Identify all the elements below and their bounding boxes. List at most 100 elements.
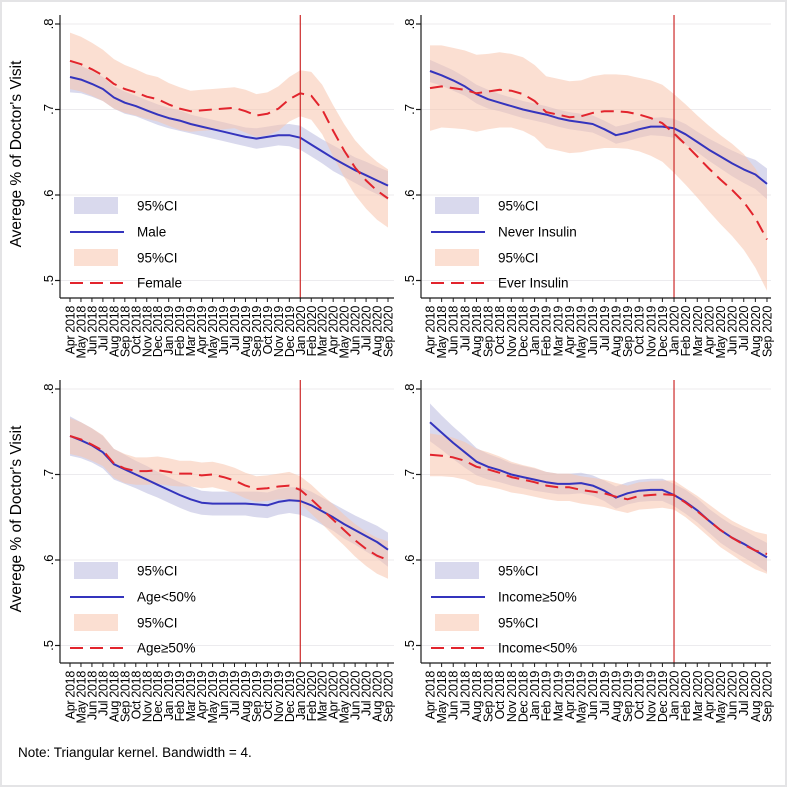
x-tick-label: Apr 2018 (424, 671, 438, 720)
x-tick-label: Jul 2020 (360, 306, 374, 351)
x-tick-label: Oct 2019 (633, 306, 647, 355)
x-tick-label: Feb 2020 (679, 671, 693, 722)
x-tick-label: Nov 2018 (505, 306, 519, 357)
y-axis-title: Averege % of Doctor's Visit (8, 425, 25, 612)
x-tick-label: Jun 2018 (85, 306, 99, 355)
x-tick-label: Jun 2018 (85, 671, 99, 720)
legend: 95%CI Age<50% 95%CI Age≥50% (70, 562, 196, 656)
x-tick-label: Dec 2018 (151, 306, 165, 357)
x-tick-label: Sep 2020 (760, 671, 774, 722)
x-tick-label: Oct 2019 (261, 671, 275, 720)
x-tick-label: Aug 2020 (749, 671, 763, 722)
x-tick-label: Nov 2019 (644, 671, 658, 722)
x-tick-label: Apr 2019 (563, 671, 577, 720)
x-tick-label: Jul 2019 (598, 671, 612, 716)
x-tick-label: Sep 2019 (621, 671, 635, 722)
x-tick-label: Dec 2018 (516, 671, 530, 722)
legend-swatch-band (435, 197, 479, 214)
x-tick-label: Apr 2018 (64, 306, 78, 355)
y-tick-label: .5 (41, 275, 56, 286)
x-tick-label: May 2019 (575, 671, 589, 724)
series-line-red (429, 85, 768, 240)
x-tick-label: May 2020 (714, 671, 728, 724)
legend-label: 95%CI (137, 564, 178, 579)
x-tick-label: Jul 2018 (96, 671, 110, 716)
x-tick-label: Jun 2018 (447, 671, 461, 720)
y-tick-label: .6 (41, 190, 56, 201)
x-tick-label: May 2018 (74, 306, 88, 359)
x-tick-label: Mar 2020 (316, 671, 330, 722)
series-line-blue (429, 70, 768, 185)
legend-swatch-band (74, 562, 118, 579)
x-tick-label: May 2019 (206, 306, 220, 359)
x-tick-label: Jun 2019 (217, 671, 231, 720)
x-tick-label: Apr 2019 (563, 306, 577, 355)
y-tick-label: .8 (402, 19, 417, 30)
x-tick-label: Jun 2020 (726, 306, 740, 355)
x-tick-label: Oct 2019 (261, 306, 275, 355)
legend: 95%CI Never Insulin 95%CI Ever Insulin (431, 197, 577, 291)
x-tick-label: Aug 2020 (749, 306, 763, 357)
x-tick-label: Apr 2018 (64, 671, 78, 720)
x-tick-label: Jan 2020 (294, 306, 308, 355)
x-tick-label: Nov 2019 (272, 671, 286, 722)
series-line-red (69, 59, 389, 200)
legend-label: 95%CI (498, 564, 539, 579)
legend: 95%CI Income≥50% 95%CI Income<50% (431, 562, 577, 656)
x-tick-label: Sep 2019 (250, 671, 264, 722)
x-tick-label: Mar 2019 (184, 671, 198, 722)
legend-label: Age≥50% (137, 641, 195, 656)
ci-band-red (430, 433, 767, 574)
x-tick-label: Feb 2020 (679, 306, 693, 357)
x-tick-label: Jun 2019 (217, 306, 231, 355)
axes: .5 .6 .7 .8 (41, 380, 394, 664)
x-tick-label: Mar 2020 (691, 671, 705, 722)
legend-label: Income<50% (498, 641, 577, 656)
y-tick-label: .7 (41, 469, 56, 480)
x-tick-label: Jul 2020 (737, 671, 751, 716)
x-tick-label: Oct 2019 (633, 671, 647, 720)
ci-band-blue (70, 61, 388, 201)
x-tick-label: Jun 2020 (349, 671, 363, 720)
x-tick-label: Apr 2020 (327, 671, 341, 720)
x-tick-label: Jan 2020 (668, 671, 682, 720)
x-tick-label: Jul 2020 (737, 306, 751, 351)
x-tick-label: Mar 2020 (691, 306, 705, 357)
x-tick-label: Sep 2020 (382, 306, 396, 357)
y-axis-title: Averege % of Doctor's Visit (8, 60, 25, 247)
y-tick-label: .5 (402, 640, 417, 651)
x-tick-label: May 2018 (74, 671, 88, 724)
legend-label: 95%CI (498, 616, 539, 631)
y-tick-label: .7 (402, 469, 417, 480)
legend-label: 95%CI (137, 251, 178, 266)
x-tick-label: Oct 2018 (129, 671, 143, 720)
ci-band-red (70, 418, 388, 579)
legend-label: Income≥50% (498, 590, 577, 605)
y-tick-label: .5 (402, 275, 417, 286)
x-tick-label: Aug 2019 (239, 306, 253, 357)
axes: .5 .6 .7 .8 (41, 15, 394, 299)
x-tick-label: Dec 2019 (283, 306, 297, 357)
legend-label: Ever Insulin (498, 276, 569, 291)
x-tick-label: Feb 2020 (305, 671, 319, 722)
legend: 95%CI Male 95%CI Female (70, 197, 182, 291)
legend-swatch-band (74, 614, 118, 631)
legend-label: Age<50% (137, 590, 196, 605)
x-tick-label: Jan 2020 (294, 671, 308, 720)
x-tick-label: Aug 2018 (107, 671, 121, 722)
y-tick-label: .8 (41, 384, 56, 395)
y-tick-label: .5 (41, 640, 56, 651)
x-tick-label: Dec 2019 (656, 671, 670, 722)
x-tick-label: Feb 2020 (305, 306, 319, 357)
x-tick-label: Jun 2018 (447, 306, 461, 355)
x-tick-label: Dec 2019 (283, 671, 297, 722)
x-tick-label: Aug 2019 (609, 306, 623, 357)
x-tick-label: Jul 2018 (96, 306, 110, 351)
